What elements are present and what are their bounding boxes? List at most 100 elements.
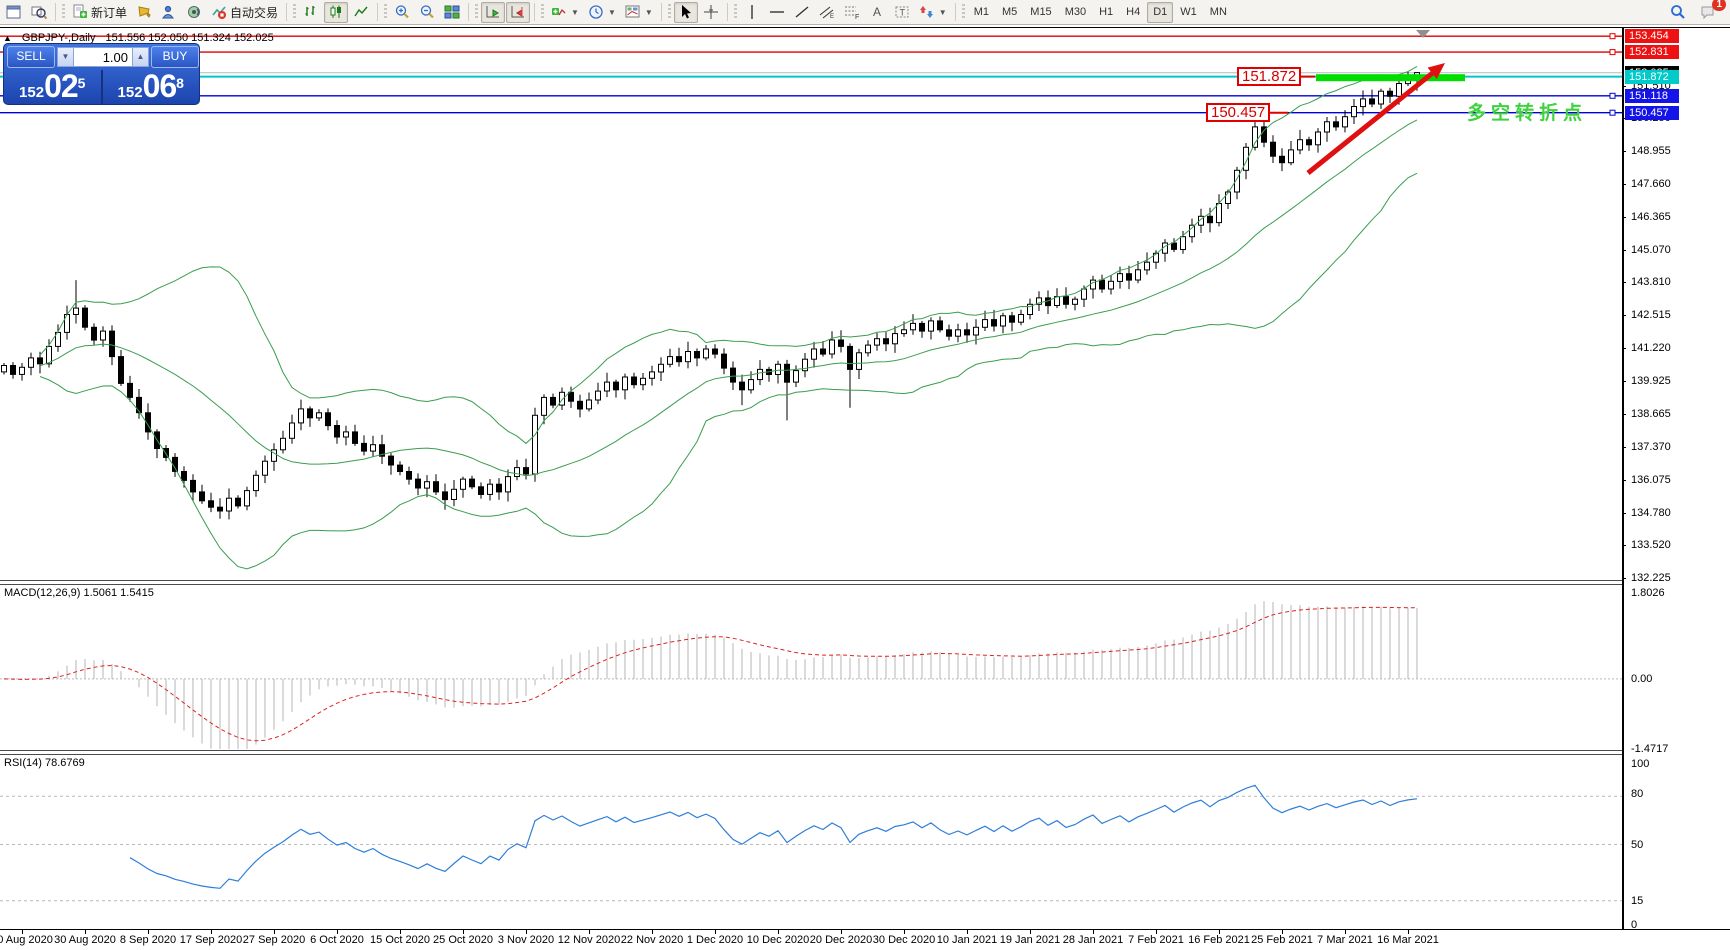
timeframe-m30-button[interactable]: M30: [1064, 6, 1087, 18]
news-button[interactable]: [182, 2, 206, 23]
price-axis[interactable]: 151.510150.250148.955147.660146.365145.0…: [1622, 28, 1730, 931]
macd-pane-canvas[interactable]: [0, 585, 1622, 750]
horizontal-line-button[interactable]: [765, 2, 789, 23]
axis-tick-mark: [1622, 479, 1626, 481]
dropdown-caret-icon: ▼: [938, 7, 947, 17]
axis-tick-mark: [1622, 85, 1626, 87]
time-axis-label: 10 Jan 2021: [936, 934, 998, 946]
sell-price-button[interactable]: 152 02 5: [4, 70, 101, 104]
arrows-button[interactable]: ▼: [915, 2, 951, 23]
time-axis-label: 7 Feb 2021: [1128, 934, 1184, 946]
vertical-line-button[interactable]: [740, 2, 764, 23]
terminal-button[interactable]: [157, 2, 181, 23]
time-axis-label: 30 Aug 2020: [54, 934, 116, 946]
price-callout-150457: 150.457: [1206, 102, 1271, 122]
collapse-arrow-icon[interactable]: ▲: [3, 33, 12, 43]
chart-shift-button[interactable]: [506, 1, 531, 23]
metaeditor-button[interactable]: [132, 2, 156, 23]
notifications-button[interactable]: 1: [1696, 0, 1726, 23]
timeframe-mn-button[interactable]: MN: [1209, 6, 1227, 18]
autotrading-icon: [212, 6, 227, 19]
clock-icon: [589, 5, 603, 19]
axis-tick-mark: [1622, 217, 1626, 219]
zoom-in-button[interactable]: [390, 2, 414, 23]
text-button[interactable]: A: [865, 2, 889, 23]
toolbar-separator: [286, 3, 288, 21]
crosshair-icon: [703, 5, 718, 19]
vertical-line-icon: [751, 5, 753, 19]
time-tick-mark: [211, 930, 212, 934]
zoom-out-button[interactable]: [415, 2, 439, 23]
zoom-out-icon: [420, 5, 434, 19]
equidistant-channel-button[interactable]: E: [815, 2, 839, 23]
axis-tick-mark: [1622, 250, 1626, 252]
timeframe-m5-button[interactable]: M5: [1002, 6, 1018, 18]
notification-badge: 1: [1712, 0, 1726, 11]
timeframe-d1-button[interactable]: D1: [1147, 1, 1174, 23]
text-label-button[interactable]: T: [890, 2, 914, 23]
candlestick-chart-button[interactable]: [324, 1, 349, 23]
rsi-axis-label: 100: [1631, 758, 1650, 770]
time-axis-label: 1 Dec 2020: [686, 934, 744, 946]
volume-increase-button[interactable]: ▲: [132, 47, 149, 67]
timeframe-h4-button[interactable]: H4: [1126, 6, 1141, 18]
time-axis-label: 12 Nov 2020: [557, 934, 621, 946]
time-tick-mark: [337, 930, 338, 934]
time-tick-mark: [274, 930, 275, 934]
toolbar-grip: [541, 4, 545, 20]
buy-button[interactable]: BUY: [151, 46, 199, 68]
volume-input[interactable]: [74, 47, 132, 67]
timeframe-w1-button[interactable]: W1: [1180, 6, 1197, 18]
toolbar-grip: [733, 4, 737, 20]
time-tick-mark: [589, 930, 590, 934]
toolbar-grip: [293, 4, 297, 20]
auto-scroll-button[interactable]: [481, 1, 506, 23]
buy-price-button[interactable]: 152 06 8: [103, 70, 200, 104]
data-window-button[interactable]: [27, 2, 51, 23]
timeframe-h1-button[interactable]: H1: [1099, 6, 1114, 18]
search-button[interactable]: [1666, 2, 1690, 23]
svg-text:E: E: [830, 14, 834, 20]
time-tick-mark: [1156, 930, 1157, 934]
time-axis-label: 27 Sep 2020: [242, 934, 306, 946]
sell-price-big: 02: [44, 68, 79, 104]
templates-button[interactable]: ▼: [621, 2, 657, 23]
autotrading-button[interactable]: 自动交易: [207, 2, 282, 23]
fibonacci-icon: F: [844, 6, 859, 20]
axis-tick-mark: [1622, 381, 1626, 383]
price-level-label: 152.831: [1625, 45, 1679, 60]
new-chart-button[interactable]: [2, 2, 26, 23]
time-axis-label: 30 Dec 2020: [872, 934, 936, 946]
volume-decrease-button[interactable]: ▼: [57, 47, 74, 67]
crosshair-button[interactable]: [699, 2, 723, 23]
price-tick-label: 137.370: [1631, 440, 1671, 453]
chart-shift-marker-icon[interactable]: [1416, 30, 1430, 38]
indicators-button[interactable]: ▼: [547, 2, 583, 23]
pane-divider[interactable]: [0, 750, 1622, 755]
chart-header: ▲ GBPJPY-,Daily 151.556 152.050 151.324 …: [3, 32, 274, 44]
toolbar-grip: [384, 4, 388, 20]
new-order-button[interactable]: 新订单: [68, 2, 131, 23]
time-tick-mark: [967, 930, 968, 934]
axis-tick-mark: [1622, 544, 1626, 546]
trendline-button[interactable]: [790, 2, 814, 23]
rsi-axis-label: 15: [1631, 895, 1644, 907]
timeframe-m1-button[interactable]: M1: [973, 6, 989, 18]
macd-axis-label: 0.00: [1631, 673, 1653, 685]
tile-windows-button[interactable]: [440, 2, 464, 23]
time-axis-label: 16 Feb 2021: [1188, 934, 1250, 946]
pane-divider[interactable]: [0, 580, 1622, 585]
cursor-button[interactable]: [673, 1, 698, 23]
timeframe-m15-button[interactable]: M15: [1030, 6, 1052, 18]
rsi-pane-canvas[interactable]: [0, 755, 1622, 928]
time-tick-mark: [1030, 930, 1031, 934]
line-chart-button[interactable]: [349, 2, 373, 23]
periods-button[interactable]: ▼: [584, 2, 620, 23]
bar-chart-button[interactable]: [299, 2, 323, 23]
main-chart-canvas[interactable]: [0, 30, 1622, 580]
sell-button[interactable]: SELL: [7, 46, 55, 68]
macd-axis-label: -1.4717: [1631, 743, 1669, 755]
price-tick-label: 148.955: [1631, 145, 1671, 158]
fibonacci-button[interactable]: F: [840, 2, 864, 23]
